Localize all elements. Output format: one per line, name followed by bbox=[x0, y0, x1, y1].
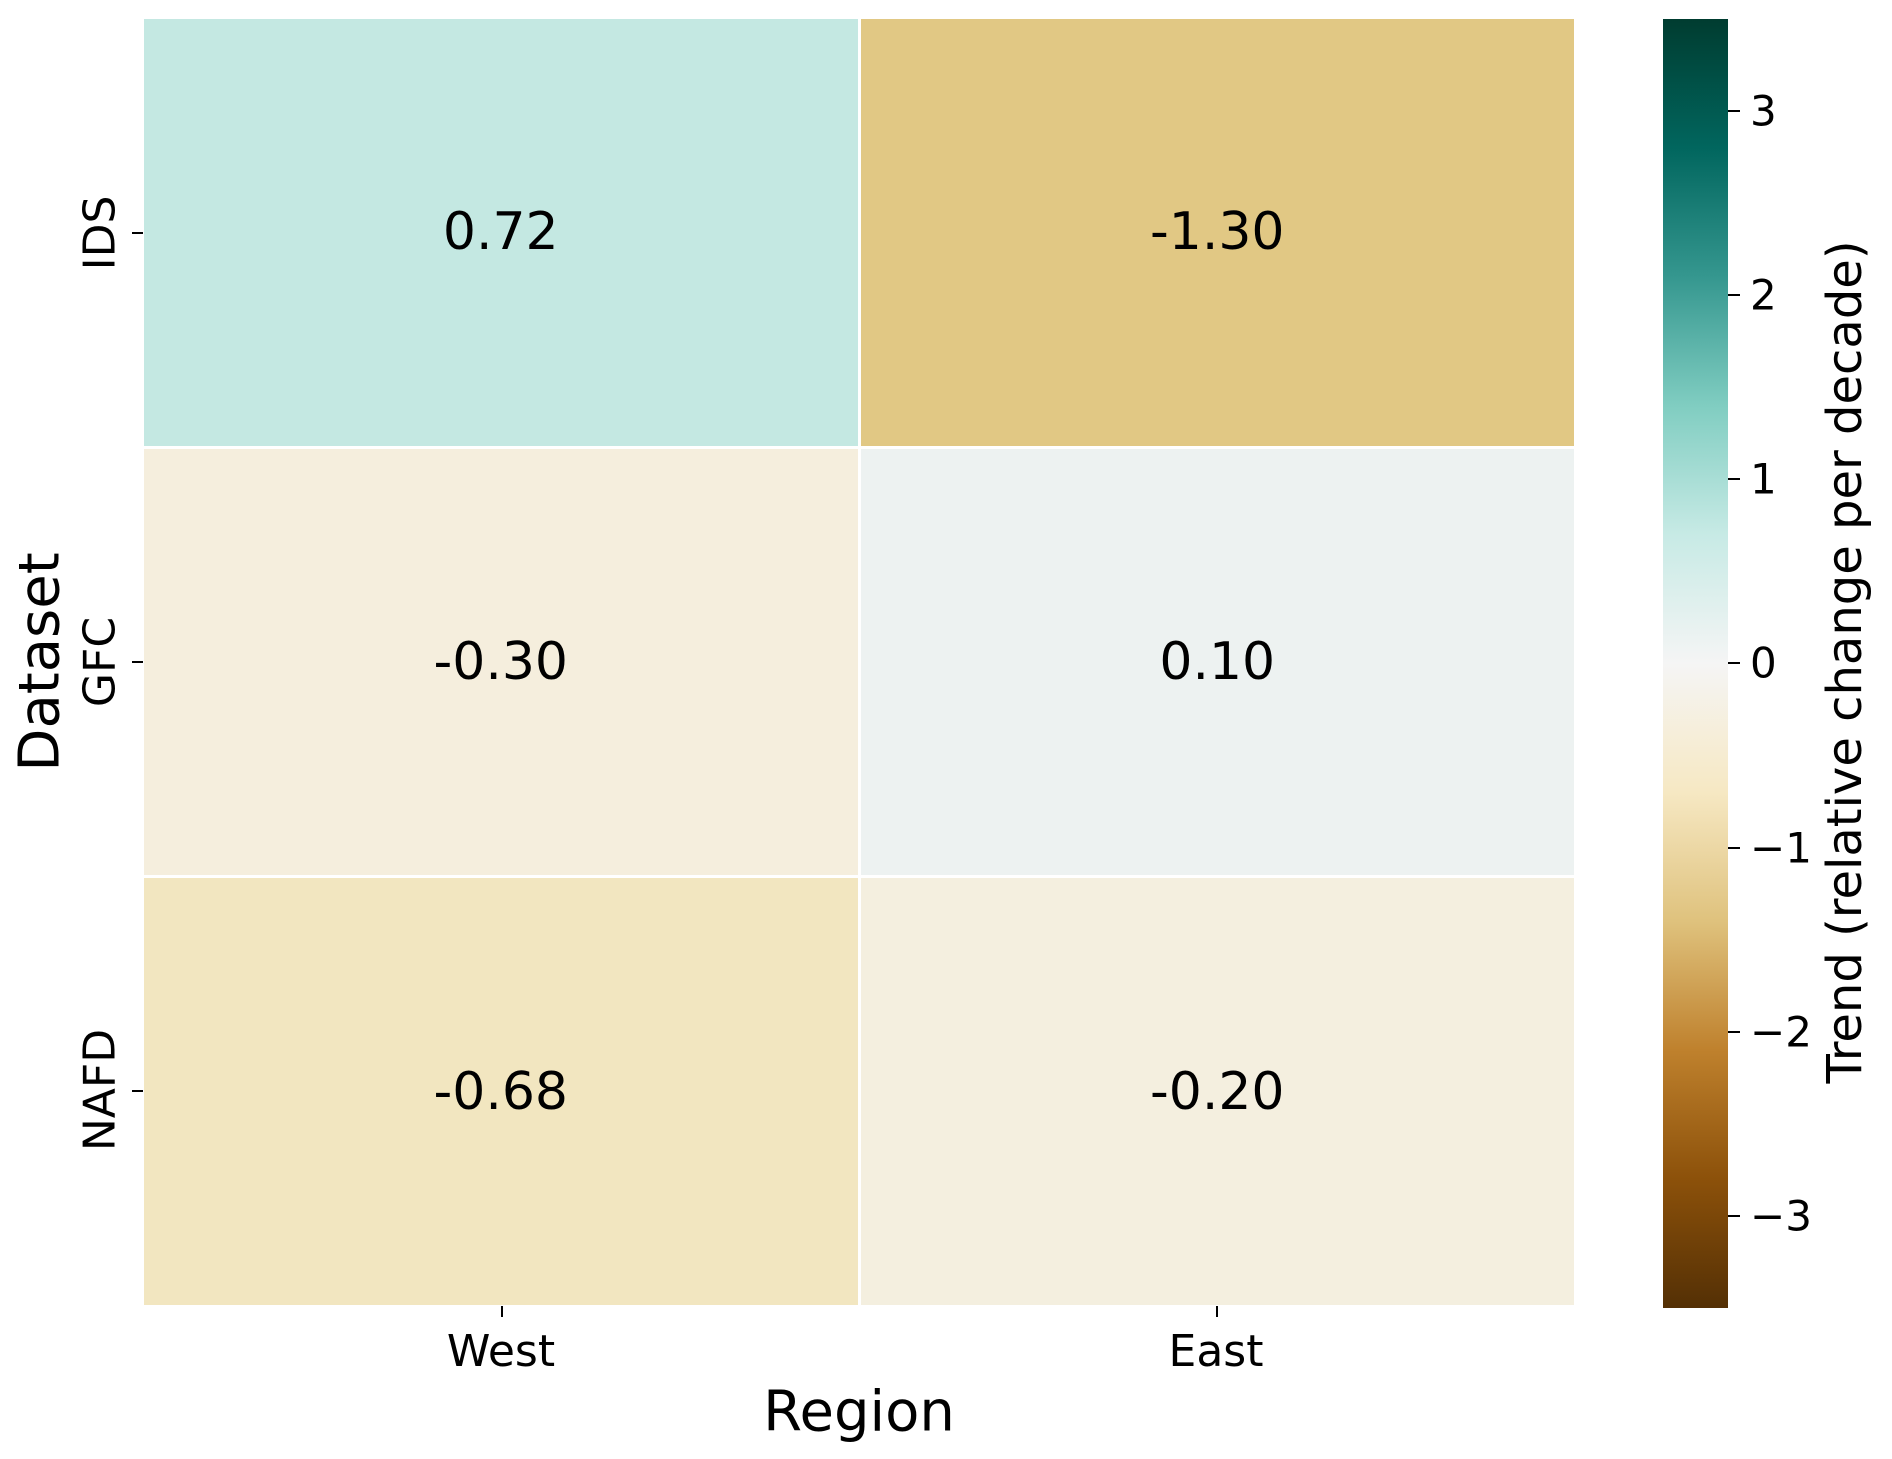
y-tick-label-nafd: NAFD bbox=[74, 1028, 126, 1152]
plot-area: 0.72 -1.30 -0.30 0.10 -0.68 -0.20 bbox=[144, 19, 1574, 1305]
y-tick-mark-ids bbox=[132, 232, 143, 234]
heatmap-cell-gfc-east: 0.10 bbox=[860, 448, 1574, 876]
x-axis-title: Region bbox=[763, 1379, 955, 1445]
cell-value: -0.30 bbox=[433, 631, 569, 692]
colorbar-tick-label-neg1: −1 bbox=[1750, 823, 1812, 873]
heatmap-cell-nafd-east: -0.20 bbox=[860, 878, 1574, 1305]
colorbar-title: Trend (relative change per decade) bbox=[1817, 240, 1873, 1084]
y-tick-label-gfc: GFC bbox=[74, 616, 126, 708]
x-tick-mark-east bbox=[1216, 1306, 1218, 1317]
colorbar-tick-label-3: 3 bbox=[1750, 86, 1777, 136]
cell-value: -0.20 bbox=[1149, 1061, 1285, 1122]
colorbar-tick-mark bbox=[1728, 110, 1740, 112]
heatmap-cell-gfc-west: -0.30 bbox=[144, 448, 858, 876]
cell-value: 0.72 bbox=[442, 202, 559, 263]
cell-value: 0.10 bbox=[1159, 631, 1276, 692]
colorbar-tick-mark bbox=[1728, 478, 1740, 480]
cell-value: -1.30 bbox=[1149, 202, 1285, 263]
colorbar-tick-label-neg2: −2 bbox=[1750, 1007, 1812, 1057]
x-tick-mark-west bbox=[501, 1306, 503, 1317]
y-axis-title: Dataset bbox=[7, 552, 73, 772]
heatmap-cell-ids-west: 0.72 bbox=[144, 19, 858, 446]
colorbar-tick-mark bbox=[1728, 847, 1740, 849]
cell-value: -0.68 bbox=[433, 1061, 569, 1122]
colorbar-tick-mark bbox=[1728, 662, 1740, 664]
colorbar-tick-mark bbox=[1728, 294, 1740, 296]
colorbar-tick-mark bbox=[1728, 1031, 1740, 1033]
y-tick-label-ids: IDS bbox=[74, 195, 126, 271]
x-tick-label-east: East bbox=[1168, 1326, 1264, 1377]
x-tick-label-west: West bbox=[446, 1326, 556, 1377]
colorbar-tick-mark bbox=[1728, 1215, 1740, 1217]
heatmap-cell-ids-east: -1.30 bbox=[860, 19, 1574, 446]
colorbar-tick-label-neg3: −3 bbox=[1750, 1191, 1812, 1241]
colorbar-tick-label-0: 0 bbox=[1750, 638, 1777, 688]
colorbar-gradient bbox=[1663, 19, 1728, 1308]
colorbar-tick-label-2: 2 bbox=[1750, 270, 1777, 320]
y-tick-mark-gfc bbox=[132, 661, 143, 663]
heatmap-cell-nafd-west: -0.68 bbox=[144, 878, 858, 1305]
y-tick-mark-nafd bbox=[132, 1090, 143, 1092]
colorbar-tick-label-1: 1 bbox=[1750, 454, 1777, 504]
